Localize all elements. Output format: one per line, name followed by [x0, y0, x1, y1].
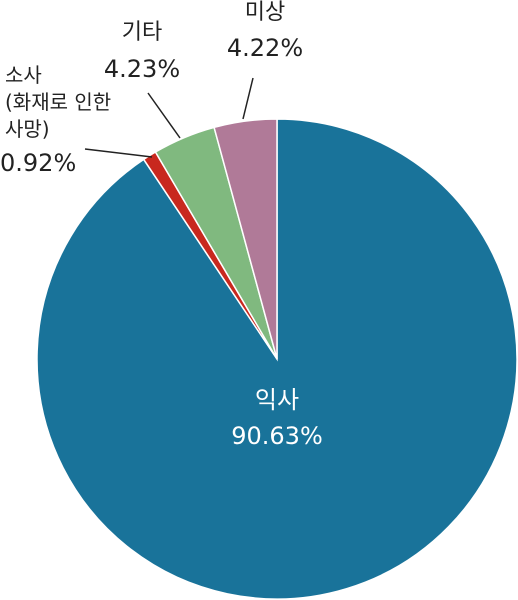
value-label: 4.22% — [226, 34, 304, 62]
leader-line — [242, 77, 254, 120]
pie-slice — [213, 118, 278, 360]
category-label: 미상 — [244, 0, 286, 25]
leader-line — [84, 148, 153, 158]
value-label: 90.63% — [231, 422, 323, 450]
value-label: 0.92% — [0, 149, 77, 177]
category-label: 익사 — [254, 386, 300, 414]
category-label: 소사 (화재로 인한 사망) — [5, 63, 112, 141]
category-label: 기타 — [121, 20, 163, 45]
value-label: 4.23% — [103, 55, 181, 83]
leader-line — [147, 92, 181, 139]
